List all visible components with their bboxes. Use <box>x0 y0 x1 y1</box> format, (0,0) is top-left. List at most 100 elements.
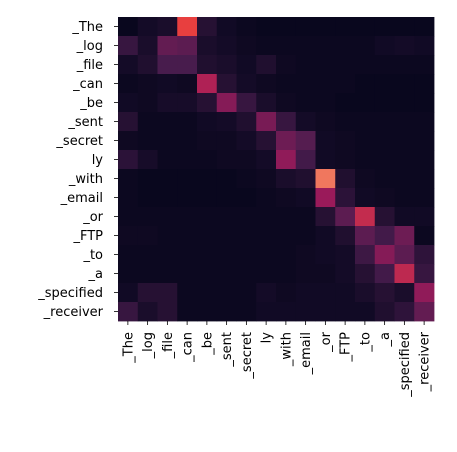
heatmap-cell-7-2 <box>157 150 178 170</box>
row-tick-label-14: _specified <box>37 286 103 301</box>
column-tick-label-0: _The <box>121 332 136 364</box>
heatmap-cell-1-8 <box>276 36 297 56</box>
column-tick-label-15: _receiver <box>418 331 433 392</box>
heatmap-cell-1-6 <box>236 36 257 56</box>
heatmap-cell-15-2 <box>157 302 178 322</box>
heatmap-cell-12-10 <box>315 245 336 265</box>
heatmap-cell-12-11 <box>335 245 356 265</box>
heatmap-cell-13-2 <box>157 264 178 284</box>
heatmap-cell-3-9 <box>295 74 316 94</box>
heatmap-cell-14-10 <box>315 283 336 303</box>
heatmap-cell-6-13 <box>374 131 395 151</box>
column-tick-label-2: _file <box>161 332 176 359</box>
heatmap-cell-10-13 <box>374 207 395 227</box>
heatmap-cell-14-12 <box>355 283 376 303</box>
heatmap-cell-11-9 <box>295 226 316 246</box>
heatmap-cell-10-4 <box>197 207 218 227</box>
heatmap-cell-14-4 <box>197 283 218 303</box>
heatmap-cell-4-15 <box>414 93 435 113</box>
heatmap-cell-5-12 <box>355 112 376 132</box>
heatmap-cell-3-8 <box>276 74 297 94</box>
heatmap-cell-5-10 <box>315 112 336 132</box>
heatmap-cell-3-4 <box>197 74 218 94</box>
heatmap-cell-2-9 <box>295 55 316 75</box>
heatmap-cell-7-4 <box>197 150 218 170</box>
column-tick-label-5: _sent <box>220 332 235 368</box>
heatmap-cell-13-0 <box>118 264 139 284</box>
column-tick-label-11: _FTP <box>339 332 354 363</box>
heatmap-cell-6-6 <box>236 131 257 151</box>
heatmap-cell-1-2 <box>157 36 178 56</box>
heatmap-cell-3-12 <box>355 74 376 94</box>
heatmap-cell-13-4 <box>197 264 218 284</box>
heatmap-cell-15-12 <box>355 302 376 322</box>
heatmap-cell-8-8 <box>276 169 297 189</box>
heatmap-cell-10-14 <box>394 207 415 227</box>
heatmap-cell-11-13 <box>374 226 395 246</box>
heatmap-cell-6-5 <box>216 131 237 151</box>
heatmap-cell-14-7 <box>256 283 277 303</box>
heatmap-cell-10-2 <box>157 207 178 227</box>
heatmap-cell-14-13 <box>374 283 395 303</box>
heatmap-cell-2-12 <box>355 55 376 75</box>
heatmap-cell-9-12 <box>355 188 376 208</box>
row-tick-label-4: _be <box>79 96 103 111</box>
heatmap-cell-10-15 <box>414 207 435 227</box>
heatmap-cell-12-5 <box>216 245 237 265</box>
heatmap-cell-11-3 <box>177 226 198 246</box>
row-tick-label-2: _file <box>76 58 103 73</box>
heatmap-cell-4-12 <box>355 93 376 113</box>
heatmap-cell-9-4 <box>197 188 218 208</box>
heatmap-cell-7-1 <box>137 150 158 170</box>
heatmap-cell-6-10 <box>315 131 336 151</box>
heatmap-cell-4-0 <box>118 93 139 113</box>
heatmap-cell-12-6 <box>236 245 257 265</box>
heatmap-cell-7-14 <box>394 150 415 170</box>
heatmap-cell-14-15 <box>414 283 435 303</box>
heatmap-cell-10-3 <box>177 207 198 227</box>
heatmap-cell-1-0 <box>118 36 139 56</box>
heatmap-cell-4-4 <box>197 93 218 113</box>
heatmap-cell-5-0 <box>118 112 139 132</box>
heatmap-cell-11-7 <box>256 226 277 246</box>
heatmap-cell-7-12 <box>355 150 376 170</box>
heatmap-cell-8-2 <box>157 169 178 189</box>
heatmap-cell-7-5 <box>216 150 237 170</box>
column-tick-label-12: _to <box>358 332 373 353</box>
heatmap-cell-9-2 <box>157 188 178 208</box>
heatmap-cell-11-5 <box>216 226 237 246</box>
heatmap-cell-13-6 <box>236 264 257 284</box>
heatmap-cells <box>118 17 435 322</box>
heatmap-cell-11-10 <box>315 226 336 246</box>
heatmap-cell-1-7 <box>256 36 277 56</box>
heatmap-cell-13-12 <box>355 264 376 284</box>
heatmap-cell-5-9 <box>295 112 316 132</box>
heatmap-cell-0-10 <box>315 17 336 37</box>
heatmap-cell-9-8 <box>276 188 297 208</box>
heatmap-cell-10-6 <box>236 207 257 227</box>
heatmap-cell-8-0 <box>118 169 139 189</box>
heatmap-cell-8-9 <box>295 169 316 189</box>
heatmap-cell-0-8 <box>276 17 297 37</box>
heatmap-cell-1-10 <box>315 36 336 56</box>
heatmap-cell-6-4 <box>197 131 218 151</box>
heatmap-cell-5-15 <box>414 112 435 132</box>
heatmap-cell-0-2 <box>157 17 178 37</box>
heatmap-cell-9-3 <box>177 188 198 208</box>
heatmap-cell-11-0 <box>118 226 139 246</box>
column-tick-label-7: ly <box>260 332 275 344</box>
row-tick-label-7: ly <box>92 153 104 168</box>
heatmap-cell-11-15 <box>414 226 435 246</box>
heatmap-cell-3-0 <box>118 74 139 94</box>
heatmap-cell-7-0 <box>118 150 139 170</box>
heatmap-cell-13-5 <box>216 264 237 284</box>
heatmap-cell-9-9 <box>295 188 316 208</box>
heatmap-cell-6-7 <box>256 131 277 151</box>
row-tick-label-6: _secret <box>55 134 103 149</box>
heatmap-cell-13-1 <box>137 264 158 284</box>
heatmap-cell-6-8 <box>276 131 297 151</box>
heatmap-cell-15-8 <box>276 302 297 322</box>
heatmap-cell-8-5 <box>216 169 237 189</box>
heatmap-cell-12-4 <box>197 245 218 265</box>
column-tick-label-9: _email <box>299 332 314 375</box>
